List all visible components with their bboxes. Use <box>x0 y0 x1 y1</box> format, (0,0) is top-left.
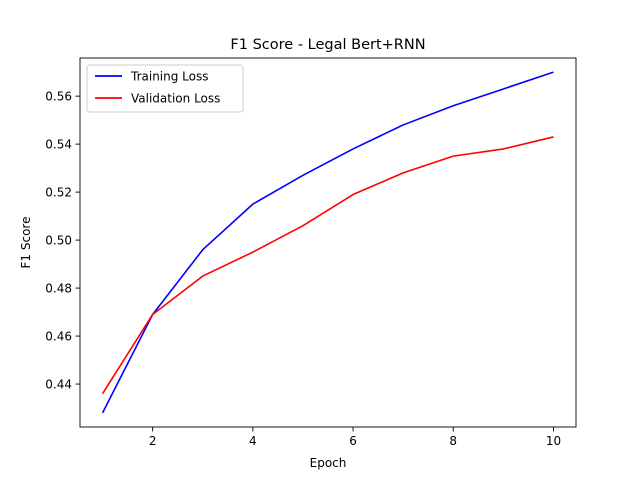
series-layer <box>101 71 554 414</box>
y-tick-label: 0.52 <box>45 185 72 199</box>
legend-label-training: Training Loss <box>130 70 208 84</box>
x-tick-label: 10 <box>546 434 561 448</box>
x-axis-ticks: 2 4 6 8 10 <box>149 427 561 448</box>
y-tick-label: 0.56 <box>45 89 72 103</box>
y-tick-label: 0.50 <box>45 233 72 247</box>
x-tick-label: 8 <box>449 434 457 448</box>
legend: Training Loss Validation Loss <box>86 64 244 113</box>
series-line-validation <box>101 136 554 395</box>
y-tick-label: 0.44 <box>45 377 72 391</box>
plot-frame <box>79 57 577 428</box>
x-tick-label: 2 <box>149 434 157 448</box>
x-tick-label: 6 <box>349 434 357 448</box>
series-line-training <box>101 71 554 414</box>
chart-title: F1 Score - Legal Bert+RNN <box>230 37 425 53</box>
y-tick-label: 0.48 <box>45 281 72 295</box>
x-tick-label: 4 <box>249 434 257 448</box>
y-tick-label: 0.46 <box>45 329 72 343</box>
legend-box <box>86 64 244 113</box>
y-axis-label: F1 Score <box>19 217 33 269</box>
y-axis-ticks: 0.44 0.46 0.48 0.50 0.52 0.54 0.56 <box>45 89 80 391</box>
legend-label-validation: Validation Loss <box>131 92 220 106</box>
y-tick-label: 0.54 <box>45 137 72 151</box>
x-axis-label: Epoch <box>310 456 347 470</box>
